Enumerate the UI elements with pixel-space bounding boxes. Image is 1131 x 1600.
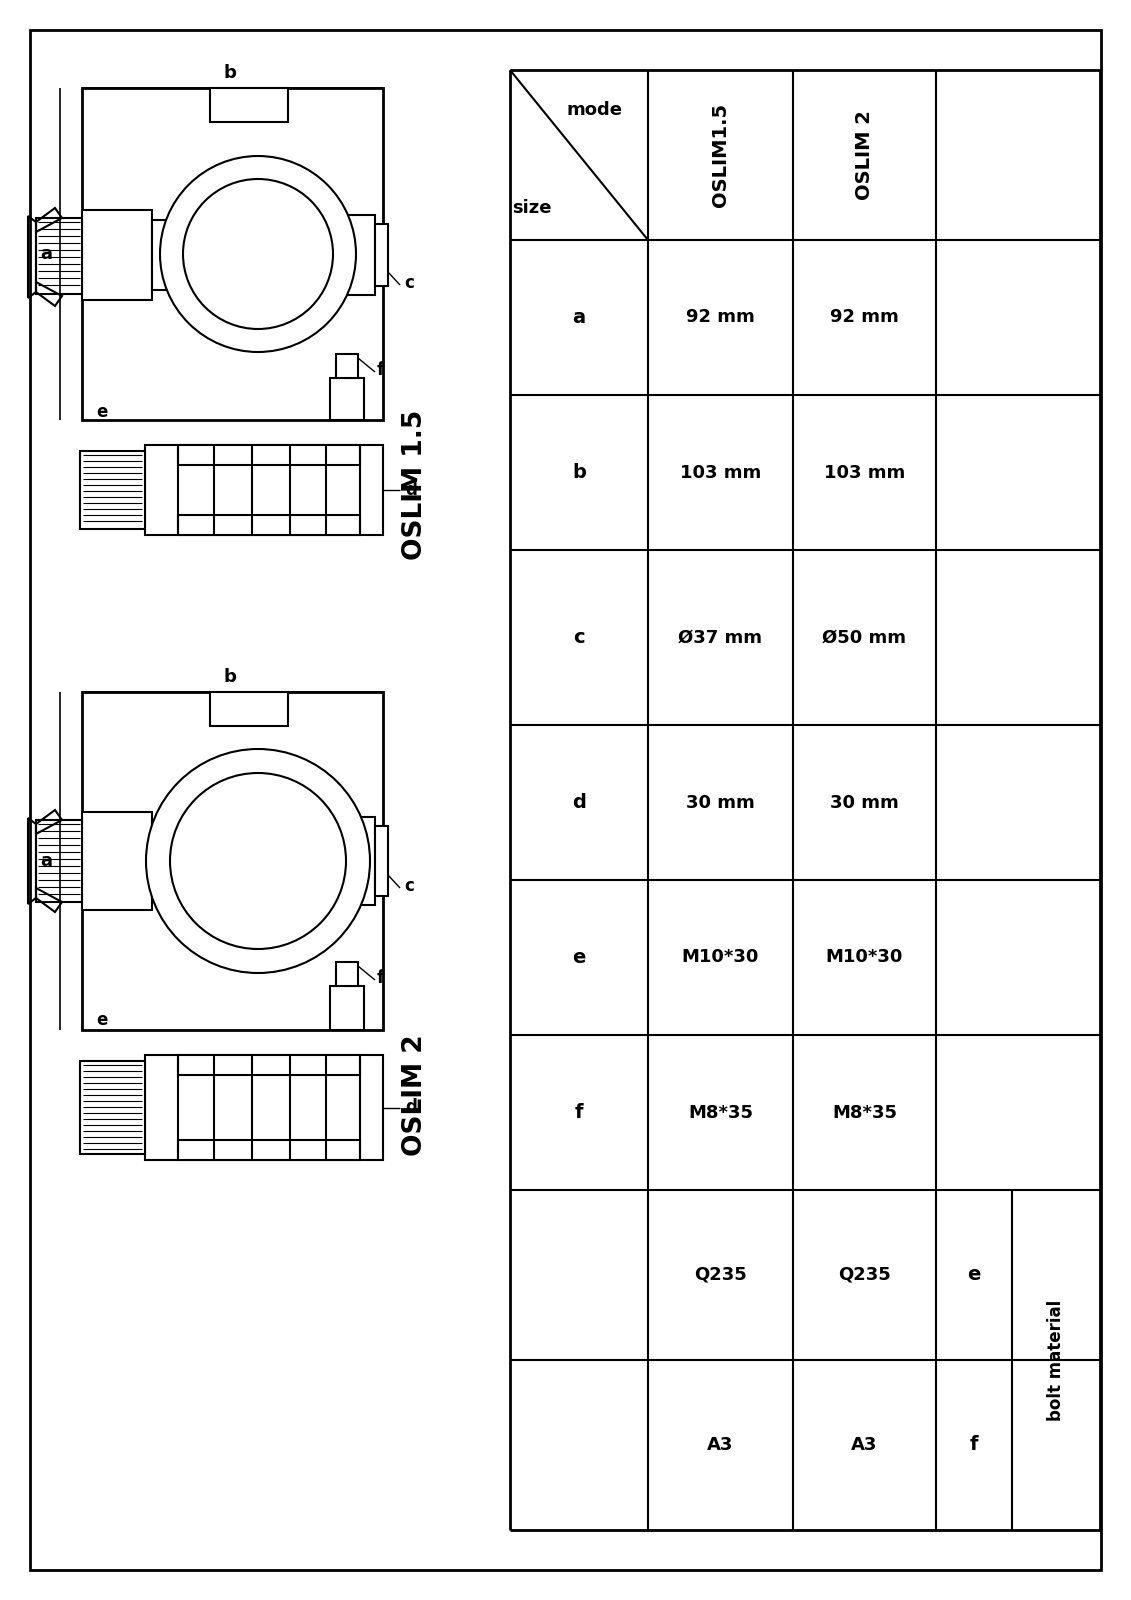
Bar: [340, 214, 375, 294]
Text: M10*30: M10*30: [682, 949, 759, 966]
Text: mode: mode: [567, 101, 623, 118]
Text: 30 mm: 30 mm: [687, 794, 754, 811]
Text: f: f: [969, 1435, 978, 1454]
Bar: [80, 451, 145, 530]
Text: size: size: [512, 198, 552, 218]
Text: 103 mm: 103 mm: [680, 464, 761, 482]
Text: 103 mm: 103 mm: [823, 464, 905, 482]
Ellipse shape: [159, 157, 356, 352]
Text: e: e: [96, 1011, 107, 1029]
Text: bolt material: bolt material: [1047, 1299, 1065, 1421]
Text: a: a: [572, 307, 586, 326]
Bar: [152, 219, 180, 290]
Text: Q235: Q235: [838, 1266, 891, 1283]
Bar: [330, 986, 364, 1030]
Text: 92 mm: 92 mm: [687, 309, 754, 326]
Text: M10*30: M10*30: [826, 949, 904, 966]
Bar: [36, 218, 83, 294]
Bar: [152, 822, 180, 899]
Text: OSLIM1.5: OSLIM1.5: [711, 102, 729, 206]
Bar: [178, 1054, 360, 1075]
Text: a: a: [40, 245, 52, 262]
Ellipse shape: [170, 773, 346, 949]
Text: b: b: [224, 669, 236, 686]
Bar: [178, 445, 360, 466]
Bar: [336, 354, 359, 378]
Text: Ø37 mm: Ø37 mm: [679, 629, 762, 646]
Bar: [178, 1139, 360, 1160]
Bar: [145, 445, 383, 534]
Bar: [375, 224, 388, 286]
Text: 92 mm: 92 mm: [830, 309, 899, 326]
Text: e: e: [96, 403, 107, 421]
Text: a: a: [40, 851, 52, 870]
Text: c: c: [404, 274, 414, 291]
Bar: [340, 818, 375, 906]
Text: OSLIM 1.5: OSLIM 1.5: [402, 410, 428, 560]
Bar: [83, 691, 383, 1030]
Text: A3: A3: [852, 1437, 878, 1454]
Text: 30 mm: 30 mm: [830, 794, 899, 811]
Bar: [83, 813, 152, 910]
Text: b: b: [572, 462, 586, 482]
Text: e: e: [967, 1266, 981, 1285]
Bar: [83, 88, 383, 419]
Text: Q235: Q235: [694, 1266, 746, 1283]
Text: d: d: [405, 482, 417, 499]
Text: f: f: [377, 970, 385, 987]
Text: e: e: [572, 947, 586, 966]
Bar: [210, 88, 288, 122]
Text: M8*35: M8*35: [688, 1104, 753, 1122]
Bar: [83, 210, 152, 301]
Text: d: d: [572, 794, 586, 813]
Text: f: f: [575, 1102, 584, 1122]
Bar: [145, 1054, 383, 1160]
Bar: [36, 819, 83, 902]
Bar: [178, 515, 360, 534]
Text: Ø50 mm: Ø50 mm: [822, 629, 907, 646]
Text: d: d: [405, 1099, 417, 1117]
Text: OSLIM 2: OSLIM 2: [855, 110, 874, 200]
Text: A3: A3: [707, 1437, 734, 1454]
Ellipse shape: [183, 179, 333, 330]
Text: OSLIM 2: OSLIM 2: [402, 1034, 428, 1155]
Bar: [330, 378, 364, 419]
Text: M8*35: M8*35: [832, 1104, 897, 1122]
Text: c: c: [573, 627, 585, 646]
Bar: [336, 962, 359, 986]
Bar: [80, 1061, 145, 1154]
Text: b: b: [224, 64, 236, 82]
Text: f: f: [377, 362, 385, 379]
Bar: [210, 691, 288, 726]
Ellipse shape: [146, 749, 370, 973]
Bar: [375, 826, 388, 896]
Text: c: c: [404, 877, 414, 894]
